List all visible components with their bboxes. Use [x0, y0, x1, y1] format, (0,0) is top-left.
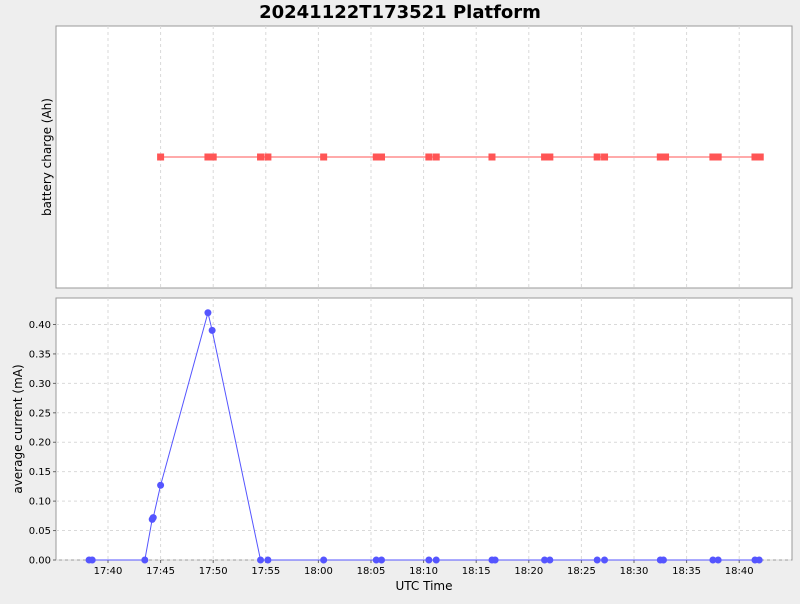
x-tick-label: 18:40 [725, 566, 754, 577]
x-tick-label: 17:50 [199, 566, 228, 577]
average-current-point [88, 556, 96, 564]
average-current-point [204, 309, 212, 317]
average-current-point [257, 556, 265, 564]
y-tick-label: 0.20 [29, 438, 51, 449]
battery-charge-point [204, 153, 212, 161]
x-tick-label: 18:35 [672, 566, 701, 577]
x-tick-label: 18:00 [304, 566, 333, 577]
battery-charge-point [425, 153, 433, 161]
average-current-point [546, 556, 554, 564]
x-tick-label: 18:15 [462, 566, 491, 577]
average-current-point [432, 556, 440, 564]
average-current-point [149, 514, 157, 522]
x-tick-label: 17:45 [146, 566, 175, 577]
y-tick-label: 0.30 [29, 379, 51, 390]
average-current-point [709, 556, 717, 564]
x-tick-label: 18:20 [514, 566, 543, 577]
y-tick-label: 0.25 [29, 408, 51, 419]
average-current-point [541, 556, 549, 564]
time-axis-label: UTC Time [396, 579, 453, 593]
average-current-point [714, 556, 722, 564]
time-x-ticks: 17:40 17:45 17:50 17:55 18:00 18:05 18:10 18:15… [94, 560, 754, 577]
battery-charge-point [751, 153, 759, 161]
average-current-y-ticks: 0.00 0.05 0.10 0.15 0.20 0.25 0.30 0.35 0.40 [29, 320, 56, 567]
average-current-point [601, 556, 609, 564]
y-tick-label: 0.05 [29, 526, 51, 537]
average-current-series [85, 309, 763, 564]
battery-charge-point [257, 153, 265, 161]
y-tick-label: 0.15 [29, 467, 51, 478]
average-current-point [659, 556, 667, 564]
battery-charge-point [709, 153, 717, 161]
battery-charge-point [546, 153, 554, 161]
battery-charge-point [372, 153, 380, 161]
battery-charge-point [432, 153, 440, 161]
y-tick-label: 0.10 [29, 497, 51, 508]
battery-charge-point [378, 153, 386, 161]
average-current-point [141, 556, 149, 564]
average-current-point [491, 556, 499, 564]
x-tick-label: 17:40 [94, 566, 123, 577]
average-current-point [264, 556, 272, 564]
x-tick-label: 18:10 [409, 566, 438, 577]
average-current-panel: 0.00 0.05 0.10 0.15 0.20 0.25 0.30 0.35 0.40 17:… [11, 297, 793, 593]
battery-charge-point [601, 153, 609, 161]
x-tick-label: 18:25 [567, 566, 596, 577]
average-current-axis-label: average current (mA) [11, 364, 25, 493]
battery-charge-point [488, 153, 496, 161]
battery-charge-series [157, 153, 764, 161]
y-tick-label: 0.35 [29, 349, 51, 360]
average-current-point [425, 556, 433, 564]
battery-charge-point [320, 153, 328, 161]
battery-charge-point [157, 153, 165, 161]
battery-charge-grid [107, 26, 740, 288]
battery-charge-point [714, 153, 722, 161]
average-current-point [378, 556, 386, 564]
average-current-point [372, 556, 380, 564]
battery-charge-point [541, 153, 549, 161]
battery-charge-panel: battery charge (Ah) [40, 25, 793, 289]
x-tick-label: 17:55 [251, 566, 280, 577]
battery-charge-point [662, 153, 670, 161]
y-tick-label: 0.40 [29, 320, 51, 331]
battery-charge-point [593, 153, 601, 161]
average-current-point [593, 556, 601, 564]
average-current-point [755, 556, 763, 564]
battery-charge-point [209, 153, 217, 161]
battery-charge-point [264, 153, 272, 161]
battery-charge-point [656, 153, 664, 161]
battery-charge-axis-label: battery charge (Ah) [40, 98, 54, 216]
x-tick-label: 18:30 [620, 566, 649, 577]
battery-charge-point [756, 153, 764, 161]
chart-title: 20241122T173521 Platform [259, 2, 541, 23]
average-current-point [208, 326, 216, 334]
x-tick-label: 18:05 [357, 566, 386, 577]
average-current-point [157, 481, 165, 489]
average-current-point [320, 556, 328, 564]
y-tick-label: 0.00 [29, 556, 51, 567]
